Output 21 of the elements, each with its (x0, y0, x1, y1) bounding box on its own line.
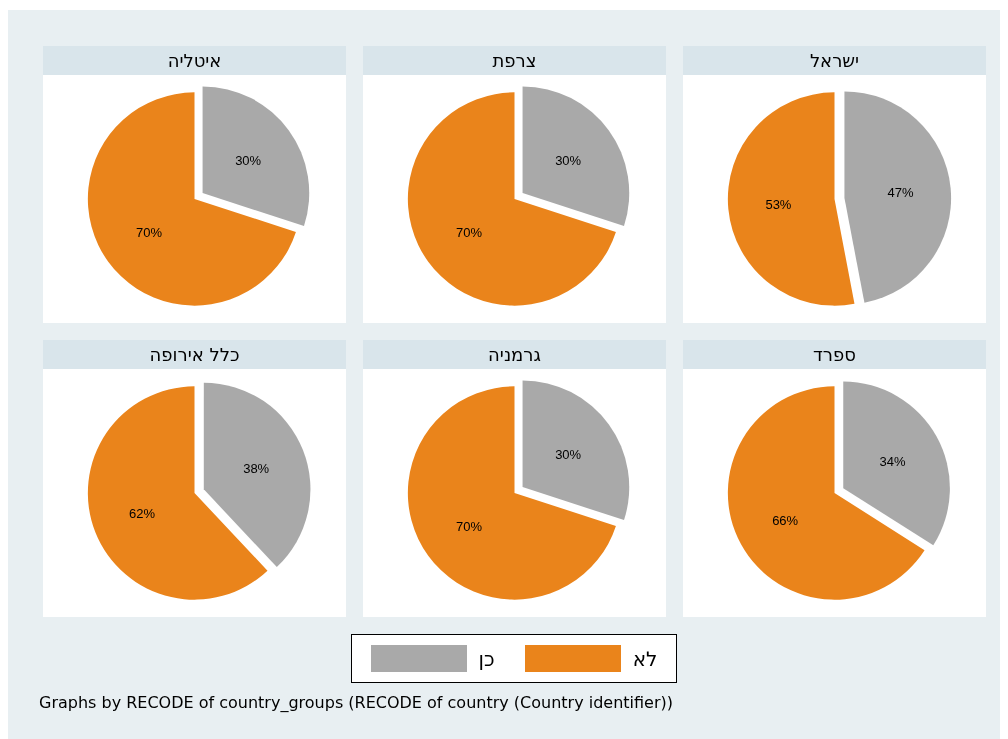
chart-title: כלל אירופה (43, 340, 346, 369)
data-label: 30% (235, 152, 262, 168)
data-label: 30% (555, 446, 582, 462)
data-label: 66% (772, 512, 799, 528)
data-label: 30% (555, 152, 582, 168)
data-label: 53% (765, 196, 792, 212)
data-label: 70% (455, 224, 483, 240)
legend-label: כן (478, 646, 495, 671)
legend-label: לא (632, 646, 658, 671)
data-label: 70% (135, 224, 163, 240)
data-label: 70% (455, 518, 483, 534)
chart-title: ספרד (683, 340, 986, 369)
data-label: 47% (887, 185, 914, 201)
chart-title: גרמניה (363, 340, 666, 369)
data-label: 38% (243, 461, 270, 477)
chart-title: ישראל (683, 46, 986, 75)
chart-title: צרפת (363, 46, 666, 75)
text: Graphs by RECODE of country_groups (RECODE of country (Country identifier)) (39, 693, 674, 712)
data-label: 62% (129, 506, 156, 522)
data-label: 34% (879, 453, 907, 469)
chart-title: איטליה (43, 46, 346, 75)
